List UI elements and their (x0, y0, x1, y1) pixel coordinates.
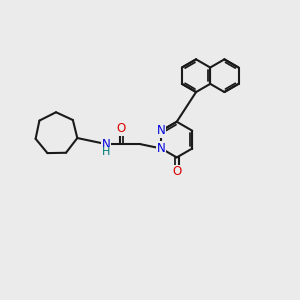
Text: N: N (157, 142, 166, 155)
Text: O: O (117, 122, 126, 135)
Text: N: N (157, 124, 166, 137)
Text: O: O (172, 165, 182, 178)
Text: H: H (102, 147, 110, 158)
Text: N: N (102, 138, 110, 151)
